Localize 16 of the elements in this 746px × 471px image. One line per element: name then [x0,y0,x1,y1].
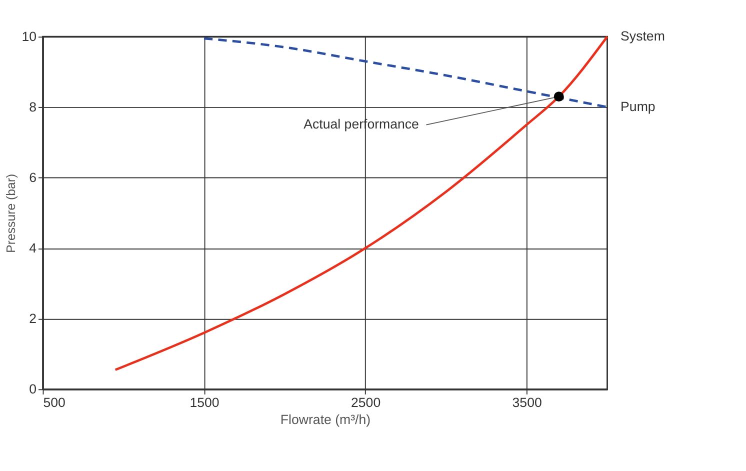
x-tick-label: 1500 [190,394,220,410]
series-label: Pump [620,98,656,114]
x-tick-label: 2500 [351,394,381,410]
y-axis-title: Pressure (bar) [4,174,18,253]
y-tick-label: 10 [22,28,37,44]
y-tick-label: 4 [29,240,37,256]
x-tick-label: 500 [43,394,66,410]
x-axis-title: Flowrate (m³/h) [280,412,371,427]
y-tick-label: 0 [29,381,37,396]
x-tick-label: 3500 [512,394,542,410]
line-series [114,35,608,372]
y-tick-label: 8 [29,99,37,114]
line-series [202,37,608,108]
y-tick-label: 2 [29,310,37,326]
y-tick-label: 6 [29,170,37,185]
series-label: System [620,28,665,44]
